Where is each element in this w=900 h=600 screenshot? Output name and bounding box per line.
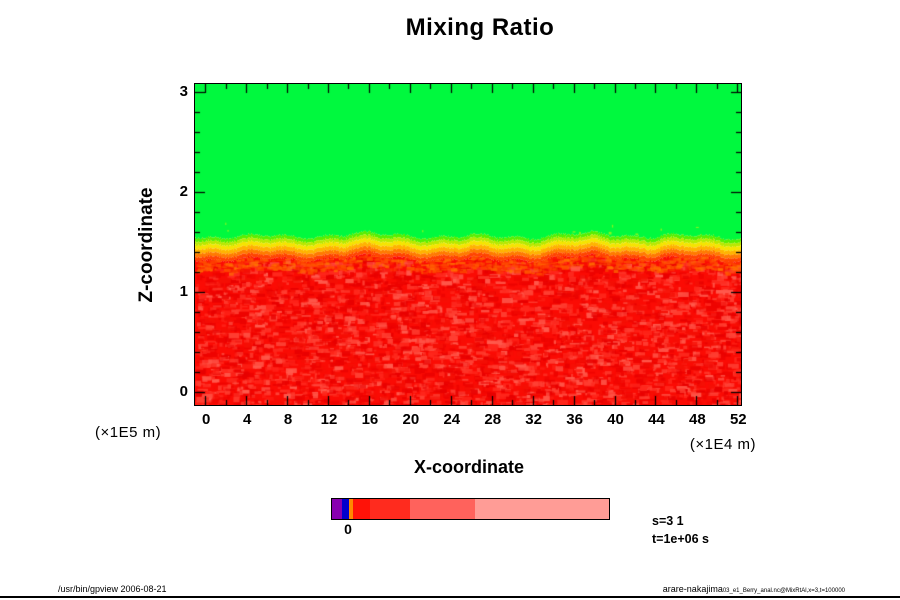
colorbar-segment xyxy=(342,499,349,519)
annotation-s: s=3 1 xyxy=(652,514,684,528)
footer-model-info: arare-nakajima03_e1_Berry_anal.nc@MixRtA… xyxy=(663,584,845,594)
x-tick-label: 8 xyxy=(283,411,293,428)
x-tick-label: 40 xyxy=(607,411,624,428)
heatmap-canvas xyxy=(195,84,741,405)
x-tick-label: 32 xyxy=(525,411,542,428)
footer-model-name: arare-nakajima xyxy=(662,584,723,594)
chart-title: Mixing Ratio xyxy=(405,14,555,41)
x-tick-label: 16 xyxy=(361,411,379,428)
colorbar-segment xyxy=(332,499,342,519)
y-tick-label: 1 xyxy=(179,283,188,300)
x-axis-scale-note: (×1E4 m) xyxy=(689,436,756,453)
x-tick-label: 28 xyxy=(484,411,502,428)
plot-area xyxy=(194,83,742,406)
y-axis-scale-note: (×1E5 m) xyxy=(95,424,162,441)
x-tick-label: 48 xyxy=(689,411,706,428)
footer-file-info: 03_e1_Berry_anal.nc@MixRtAl,x=3,t=100000 xyxy=(722,588,845,594)
colorbar-zero-label: 0 xyxy=(344,521,352,537)
colorbar-segment xyxy=(353,499,370,519)
colorbar-segment xyxy=(410,499,475,519)
x-tick-label: 20 xyxy=(402,411,420,428)
footer-command-line: /usr/bin/gpview 2006-08-21 xyxy=(58,584,167,594)
x-tick-label: 0 xyxy=(202,411,211,428)
colorbar-segment xyxy=(370,499,410,519)
x-tick-label: 44 xyxy=(648,411,665,428)
y-tick-label: 3 xyxy=(179,83,188,100)
bottom-divider-line xyxy=(0,596,900,598)
annotation-t: t=1e+06 s xyxy=(652,532,709,546)
y-tick-label: 0 xyxy=(179,383,188,400)
colorbar-segment xyxy=(349,499,353,519)
y-tick-label: 2 xyxy=(179,183,188,200)
colorbar-segment xyxy=(475,499,609,519)
x-tick-label: 24 xyxy=(443,411,461,428)
x-tick-label: 52 xyxy=(729,411,747,428)
x-axis-title: X-coordinate xyxy=(413,457,524,477)
colorbar xyxy=(331,498,610,520)
x-tick-label: 36 xyxy=(566,411,583,428)
x-tick-label: 12 xyxy=(320,411,338,428)
x-tick-label: 4 xyxy=(242,411,252,428)
